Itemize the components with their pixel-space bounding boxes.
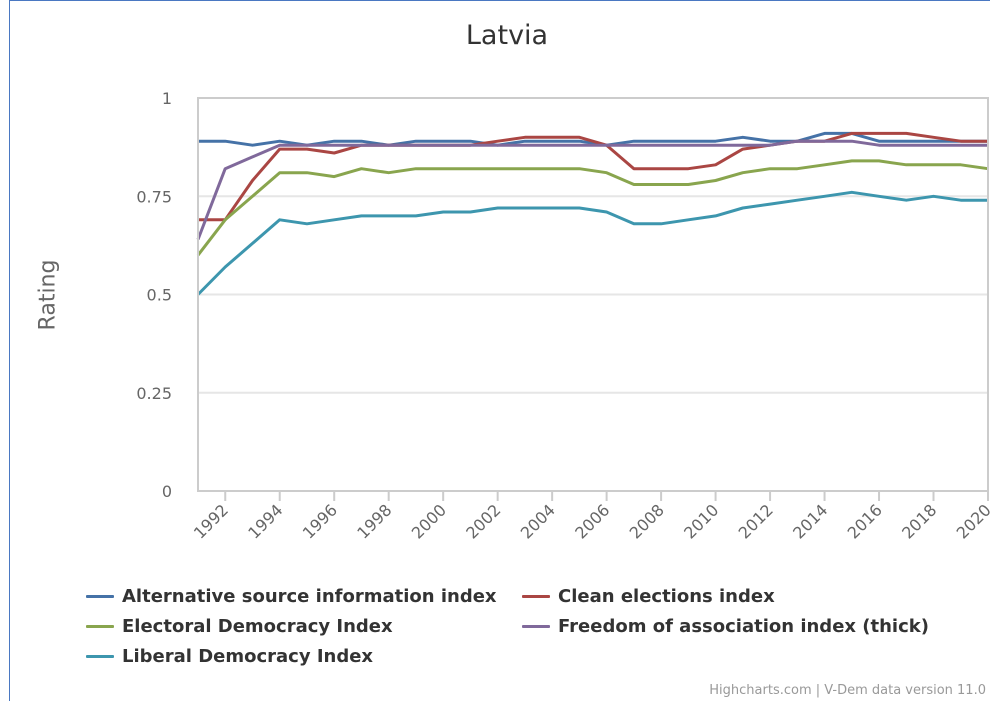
legend-item[interactable]: Electoral Democracy Index <box>86 616 393 637</box>
legend-swatch <box>86 625 114 628</box>
legend-label: Freedom of association index (thick) <box>558 616 929 637</box>
x-tick-label: 2020 <box>953 500 992 542</box>
x-tick-label: 2016 <box>844 500 886 542</box>
legend-swatch <box>522 595 550 598</box>
series-line-3[interactable] <box>196 139 988 241</box>
legend-label: Clean elections index <box>558 586 775 607</box>
y-axis-ticks: 0 0.25 0.5 0.75 1 <box>136 89 172 501</box>
grid-lines <box>198 97 988 492</box>
x-tick-label: 2012 <box>735 500 777 542</box>
x-tick-label: 1996 <box>299 500 341 542</box>
x-tick-label: 2002 <box>462 500 504 542</box>
series-line-2[interactable] <box>196 159 989 257</box>
legend-swatch <box>86 595 114 598</box>
legend-item[interactable]: Alternative source information index <box>86 586 497 607</box>
legend-swatch <box>522 625 550 628</box>
legend-item[interactable]: Liberal Democracy Index <box>86 646 373 667</box>
y-tick-label: 0.75 <box>136 187 172 206</box>
x-tick-label: 1994 <box>244 500 286 542</box>
legend-label: Liberal Democracy Index <box>122 646 374 667</box>
legend-swatch <box>86 655 114 658</box>
x-tick-label: 1998 <box>353 500 395 542</box>
x-tick-label: 2010 <box>680 500 722 542</box>
legend-item[interactable]: Freedom of association index (thick) <box>522 616 929 637</box>
y-tick-label: 0.25 <box>136 384 172 403</box>
legend-label: Electoral Democracy Index <box>122 616 393 637</box>
x-tick-label: 2008 <box>626 500 668 542</box>
x-tick-label: 2014 <box>789 500 831 542</box>
series-lines <box>196 131 989 296</box>
x-tick-label: 2000 <box>408 500 450 542</box>
y-tick-label: 0.5 <box>147 286 172 305</box>
legend-label: Alternative source information index <box>122 586 497 607</box>
plot-area: 0 0.25 0.5 0.75 1 1992 1994 1996 1998 2000 2002 20… <box>136 89 992 543</box>
x-tick-label: 2006 <box>571 500 613 542</box>
x-tick-label: 1992 <box>190 500 232 542</box>
y-tick-label: 0 <box>162 482 172 501</box>
chart-container <box>9 0 990 701</box>
legend-item[interactable]: Clean elections index <box>522 586 775 607</box>
chart-title: Latvia <box>465 20 549 51</box>
series-line-1[interactable] <box>198 131 988 222</box>
series-line-4[interactable] <box>196 190 988 296</box>
y-tick-label: 1 <box>162 89 172 108</box>
credits[interactable]: Highcharts.com | V-Dem data version 11.0 <box>709 683 986 698</box>
plot-border <box>197 97 989 492</box>
x-axis-ticks: 1992 1994 1996 1998 2000 2002 2004 2006 2008 2010… <box>190 491 992 543</box>
x-tick-label: 2004 <box>517 500 559 542</box>
x-tick-label: 2018 <box>898 500 940 542</box>
